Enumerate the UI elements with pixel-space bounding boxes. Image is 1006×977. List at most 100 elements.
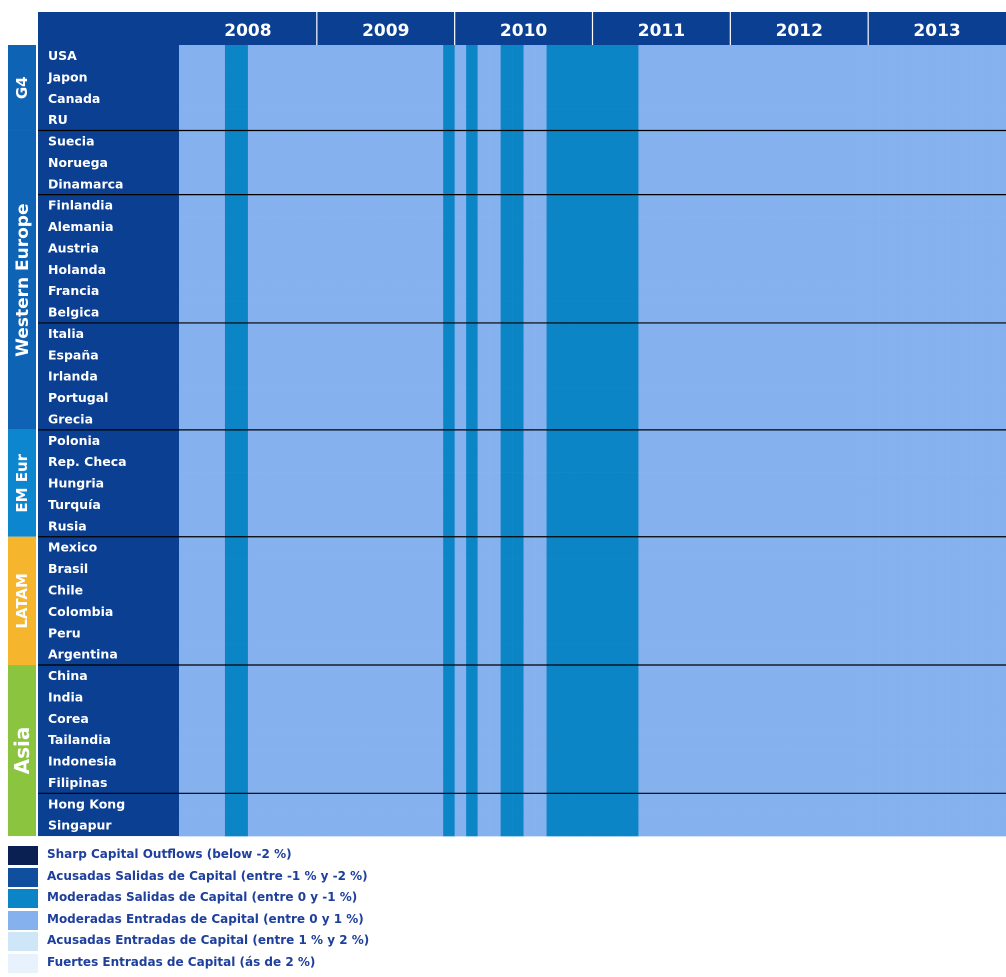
- heatmap-cell: [902, 387, 915, 409]
- heatmap-cell: [546, 558, 559, 580]
- heatmap-cell: [845, 643, 857, 666]
- heatmap-cell: [190, 536, 203, 559]
- heatmap-cell: [626, 793, 639, 815]
- heatmap-cell: [730, 408, 743, 431]
- heatmap-cell: [787, 536, 800, 559]
- heatmap-cell: [431, 600, 444, 623]
- heatmap-cell: [879, 301, 892, 324]
- heatmap-cell: [546, 173, 559, 195]
- heatmap-cell: [236, 151, 249, 174]
- heatmap-cell: [833, 429, 846, 452]
- heatmap-cell: [661, 600, 674, 623]
- legend-label: Sharp Capital Outflows (below -2 %): [47, 847, 292, 861]
- heatmap-cell: [672, 707, 685, 730]
- heatmap-cell: [535, 707, 547, 730]
- row-label: Turquía: [48, 497, 101, 512]
- heatmap-cell: [190, 600, 203, 623]
- heatmap-cell: [523, 493, 536, 516]
- heatmap-cell: [649, 600, 662, 623]
- heatmap-cell: [994, 686, 1006, 709]
- heatmap-cell: [960, 109, 972, 131]
- heatmap-cell: [293, 793, 306, 815]
- heatmap-cell: [799, 707, 812, 730]
- heatmap-cell: [397, 151, 410, 174]
- heatmap-cell: [948, 130, 961, 153]
- heatmap-cell: [282, 66, 295, 89]
- heatmap-cell: [810, 793, 823, 815]
- heatmap-cell: [270, 216, 283, 238]
- heatmap-cell: [730, 686, 743, 709]
- heatmap-cell: [431, 258, 444, 281]
- heatmap-cell: [581, 493, 593, 516]
- heatmap-cell: [569, 493, 582, 516]
- heatmap-cell: [466, 793, 478, 815]
- heatmap-cell: [684, 515, 697, 538]
- heatmap-cell: [270, 665, 283, 687]
- heatmap-cell: [684, 130, 697, 153]
- heatmap-cell: [960, 365, 972, 388]
- heatmap-cell: [661, 536, 674, 559]
- heatmap-cell: [603, 216, 616, 238]
- heatmap-cell: [293, 130, 306, 153]
- heatmap-cell: [282, 750, 295, 773]
- heatmap-cell: [592, 301, 605, 324]
- row-label: Tailandia: [48, 732, 111, 747]
- heatmap-cell: [649, 280, 662, 302]
- heatmap-cell: [259, 258, 272, 281]
- heatmap-cell: [535, 66, 547, 89]
- heatmap-cell: [879, 793, 892, 815]
- heatmap-cell: [879, 814, 892, 837]
- heatmap-cell: [489, 600, 501, 623]
- heatmap-cell: [512, 301, 524, 324]
- heatmap-cell: [466, 536, 478, 559]
- heatmap-cell: [741, 173, 754, 195]
- heatmap-cell: [868, 707, 880, 730]
- heatmap-cell: [822, 194, 835, 217]
- heatmap-cell: [270, 408, 283, 431]
- heatmap-cell: [466, 771, 478, 794]
- heatmap-cell: [914, 45, 926, 67]
- heatmap-cell: [764, 536, 777, 559]
- heatmap-cell: [374, 87, 387, 110]
- heatmap-cell: [500, 600, 513, 623]
- heatmap-cell: [385, 66, 398, 89]
- heatmap-cell: [661, 643, 674, 666]
- heatmap-cell: [213, 665, 226, 687]
- heatmap-cell: [569, 793, 582, 815]
- heatmap-cell: [213, 66, 226, 89]
- heatmap-cell: [385, 216, 398, 238]
- heatmap-cell: [454, 771, 467, 794]
- heatmap-cell: [385, 515, 398, 538]
- heatmap-cell: [937, 665, 949, 687]
- heatmap-cell: [787, 151, 800, 174]
- heatmap-cell: [845, 686, 857, 709]
- heatmap-cell: [879, 216, 892, 238]
- heatmap-cell: [615, 258, 628, 281]
- heatmap-cell: [247, 686, 260, 709]
- heatmap-cell: [500, 66, 513, 89]
- heatmap-cell: [477, 344, 490, 366]
- heatmap-cell: [810, 301, 823, 324]
- heatmap-cell: [902, 365, 915, 388]
- heatmap-cell: [293, 45, 306, 67]
- heatmap-cell: [741, 472, 754, 495]
- heatmap-cell: [718, 665, 731, 687]
- heatmap-cell: [569, 686, 582, 709]
- heatmap-cell: [764, 622, 777, 644]
- heatmap-cell: [983, 665, 995, 687]
- heatmap-cell: [328, 109, 341, 131]
- heatmap-cell: [960, 151, 972, 174]
- heatmap-cell: [983, 365, 995, 388]
- heatmap-cell: [408, 429, 421, 452]
- heatmap-cell: [994, 87, 1006, 110]
- heatmap-cell: [397, 665, 410, 687]
- heatmap-cell: [672, 216, 685, 238]
- heatmap-cell: [787, 665, 800, 687]
- heatmap-cell: [305, 814, 318, 837]
- heatmap-cell: [270, 472, 283, 495]
- heatmap-cell: [925, 472, 938, 495]
- heatmap-cell: [420, 109, 432, 131]
- heatmap-cell: [385, 130, 398, 153]
- heatmap-cell: [684, 216, 697, 238]
- heatmap-cell: [925, 622, 938, 644]
